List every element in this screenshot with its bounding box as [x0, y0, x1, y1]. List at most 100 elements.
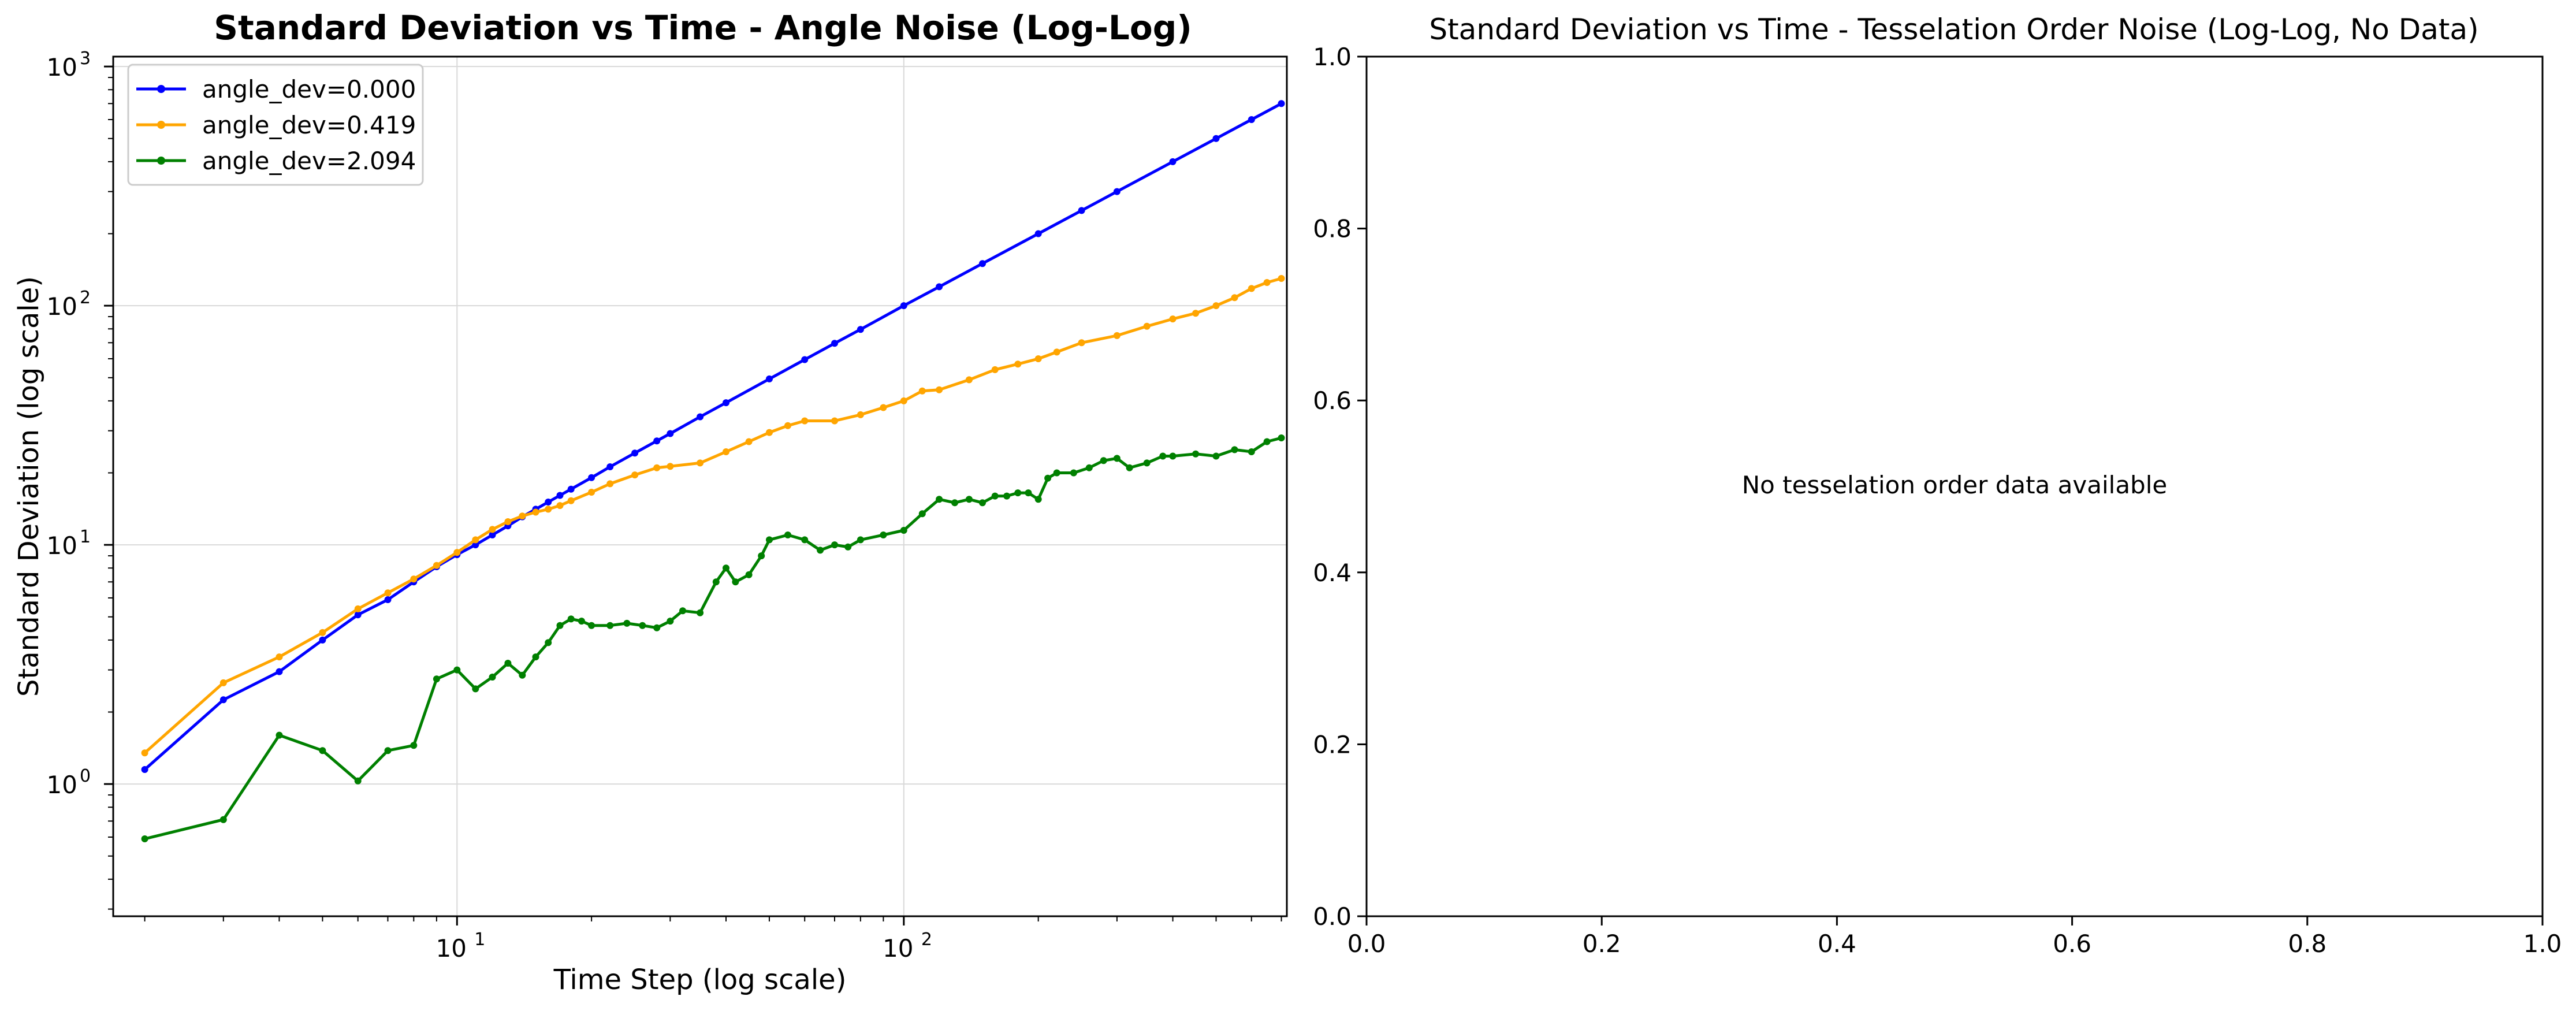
data-point: [801, 536, 809, 544]
legend-marker: [157, 121, 165, 129]
data-point: [653, 437, 661, 445]
data-point: [697, 609, 704, 616]
data-point: [556, 622, 564, 629]
left-plot-frame: [112, 55, 1288, 917]
data-point: [433, 562, 440, 569]
data-point: [472, 541, 479, 549]
x-tick-label: 0.6: [2053, 930, 2091, 958]
data-point: [766, 536, 773, 544]
data-point: [1248, 285, 1255, 292]
legend-marker: [157, 85, 165, 93]
data-point: [1034, 496, 1042, 503]
x-tick-label: 10: [436, 934, 467, 962]
data-point: [453, 666, 461, 674]
data-point: [1113, 455, 1121, 462]
data-point: [556, 492, 564, 499]
data-point: [588, 489, 595, 496]
data-point: [766, 429, 773, 436]
left-series-lines: [141, 100, 1285, 842]
data-point: [578, 618, 585, 625]
data-point: [723, 564, 729, 572]
data-point: [965, 376, 973, 384]
x-tick-label: 0.2: [1583, 930, 1621, 958]
data-point: [567, 497, 575, 504]
data-point: [410, 742, 418, 749]
no-data-annotation: No tesselation order data available: [1742, 471, 2167, 499]
data-point: [936, 386, 943, 393]
data-point: [991, 492, 999, 500]
data-point: [1053, 348, 1060, 356]
x-tick-label: 10: [883, 934, 913, 962]
data-point: [1192, 310, 1200, 317]
data-point: [1231, 446, 1238, 454]
data-point: [532, 508, 539, 516]
data-point: [519, 512, 526, 520]
data-point: [354, 611, 362, 619]
data-point: [384, 596, 392, 603]
data-point: [1212, 302, 1220, 310]
data-point: [588, 474, 595, 481]
data-point: [918, 510, 926, 518]
data-point: [844, 543, 852, 551]
data-point: [784, 422, 791, 429]
left-chart-panel: Standard Deviation vs Time - Angle Noise…: [13, 8, 1288, 996]
data-point: [1113, 188, 1121, 195]
data-point: [567, 485, 575, 493]
right-y-axis-ticks: 0.0 0.2 0.4 0.6 0.8 1.0: [1313, 43, 1367, 931]
y-tick-label-exponent: 0: [80, 766, 91, 786]
data-point: [817, 547, 824, 554]
data-point: [567, 615, 575, 623]
data-point: [653, 624, 661, 631]
data-point: [433, 675, 440, 683]
data-point: [141, 766, 148, 773]
data-point: [141, 749, 148, 757]
data-point: [489, 531, 496, 538]
data-point: [1248, 116, 1255, 123]
x-tick-label: 0.8: [2288, 930, 2326, 958]
data-point: [319, 629, 326, 636]
y-tick-label: 0.0: [1313, 902, 1352, 931]
data-point: [519, 671, 526, 679]
data-point: [1169, 452, 1177, 460]
data-point: [504, 660, 512, 667]
right-x-axis-ticks: 0.0 0.2 0.4 0.6 0.8 1.0: [1347, 916, 2562, 958]
data-point: [504, 518, 512, 525]
legend-box: [127, 64, 424, 186]
data-point: [1113, 332, 1121, 339]
data-point: [918, 387, 926, 395]
right-plot-frame: [1365, 55, 2544, 917]
data-point: [1070, 469, 1077, 477]
data-point: [723, 448, 729, 455]
y-tick-label: 10: [47, 771, 77, 799]
data-point: [679, 607, 686, 615]
data-point: [857, 326, 864, 333]
series-1: [141, 275, 1285, 757]
y-tick-label: 0.2: [1313, 730, 1352, 759]
data-point: [623, 619, 631, 627]
y-tick-label: 0.6: [1313, 386, 1352, 415]
data-point: [1278, 434, 1285, 441]
series-2: [141, 434, 1285, 842]
data-point: [141, 835, 148, 842]
data-point: [1248, 448, 1255, 455]
legend-label: angle_dev=0.419: [202, 111, 416, 139]
legend-label: angle_dev=2.094: [202, 147, 416, 175]
data-point: [1169, 315, 1177, 323]
data-point: [1143, 459, 1151, 467]
y-tick-label-exponent: 1: [80, 527, 91, 547]
data-point: [965, 496, 973, 503]
left-chart-title: Standard Deviation vs Time - Angle Noise…: [214, 8, 1192, 47]
data-point: [758, 552, 765, 560]
data-point: [880, 531, 887, 538]
data-point: [1278, 275, 1285, 282]
data-point: [801, 417, 809, 425]
data-point: [410, 575, 418, 583]
y-tick-label: 10: [47, 292, 77, 321]
data-point: [900, 302, 907, 310]
x-tick-label-exponent: 2: [921, 930, 932, 950]
data-point: [936, 496, 943, 503]
data-point: [1192, 450, 1200, 458]
data-point: [1078, 207, 1085, 214]
data-point: [1014, 360, 1022, 368]
data-point: [1003, 492, 1011, 500]
